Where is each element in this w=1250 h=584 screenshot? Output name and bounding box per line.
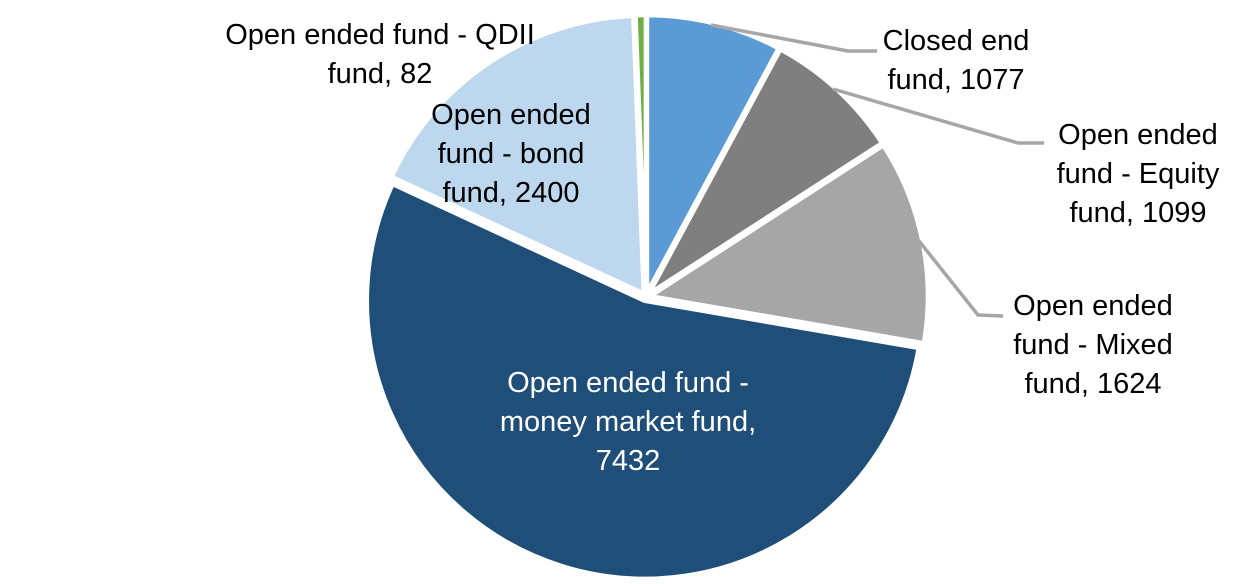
pie-slice-open-ended-fund-bond-fund: [389, 13, 647, 296]
pie-slice-closed-end-fund: [644, 12, 781, 296]
data-label-bond-fund: Open ended fund - bond fund, 2400: [431, 99, 591, 209]
data-label-money-market-fund: Open ended fund - money market fund, 743…: [499, 367, 757, 477]
leader-line-closed-end-fund: [710, 23, 877, 53]
leader-line-mixed-fund: [917, 239, 1004, 318]
data-label-qdii-fund: Open ended fund - QDII fund, 82: [225, 19, 535, 90]
data-label-equity-fund: Open ended fund - Equity fund, 1099: [1056, 119, 1220, 229]
leader-line-equity-fund: [832, 87, 1044, 145]
data-label-mixed-fund: Open ended fund - Mixed fund, 1624: [1013, 290, 1173, 400]
data-label-closed-end-fund: Closed end fund, 1077: [882, 25, 1030, 96]
pie-slice-open-ended-fund-money-market-fund: [364, 181, 922, 582]
pie-slice-open-ended-fund-mixed-fund: [647, 143, 931, 346]
